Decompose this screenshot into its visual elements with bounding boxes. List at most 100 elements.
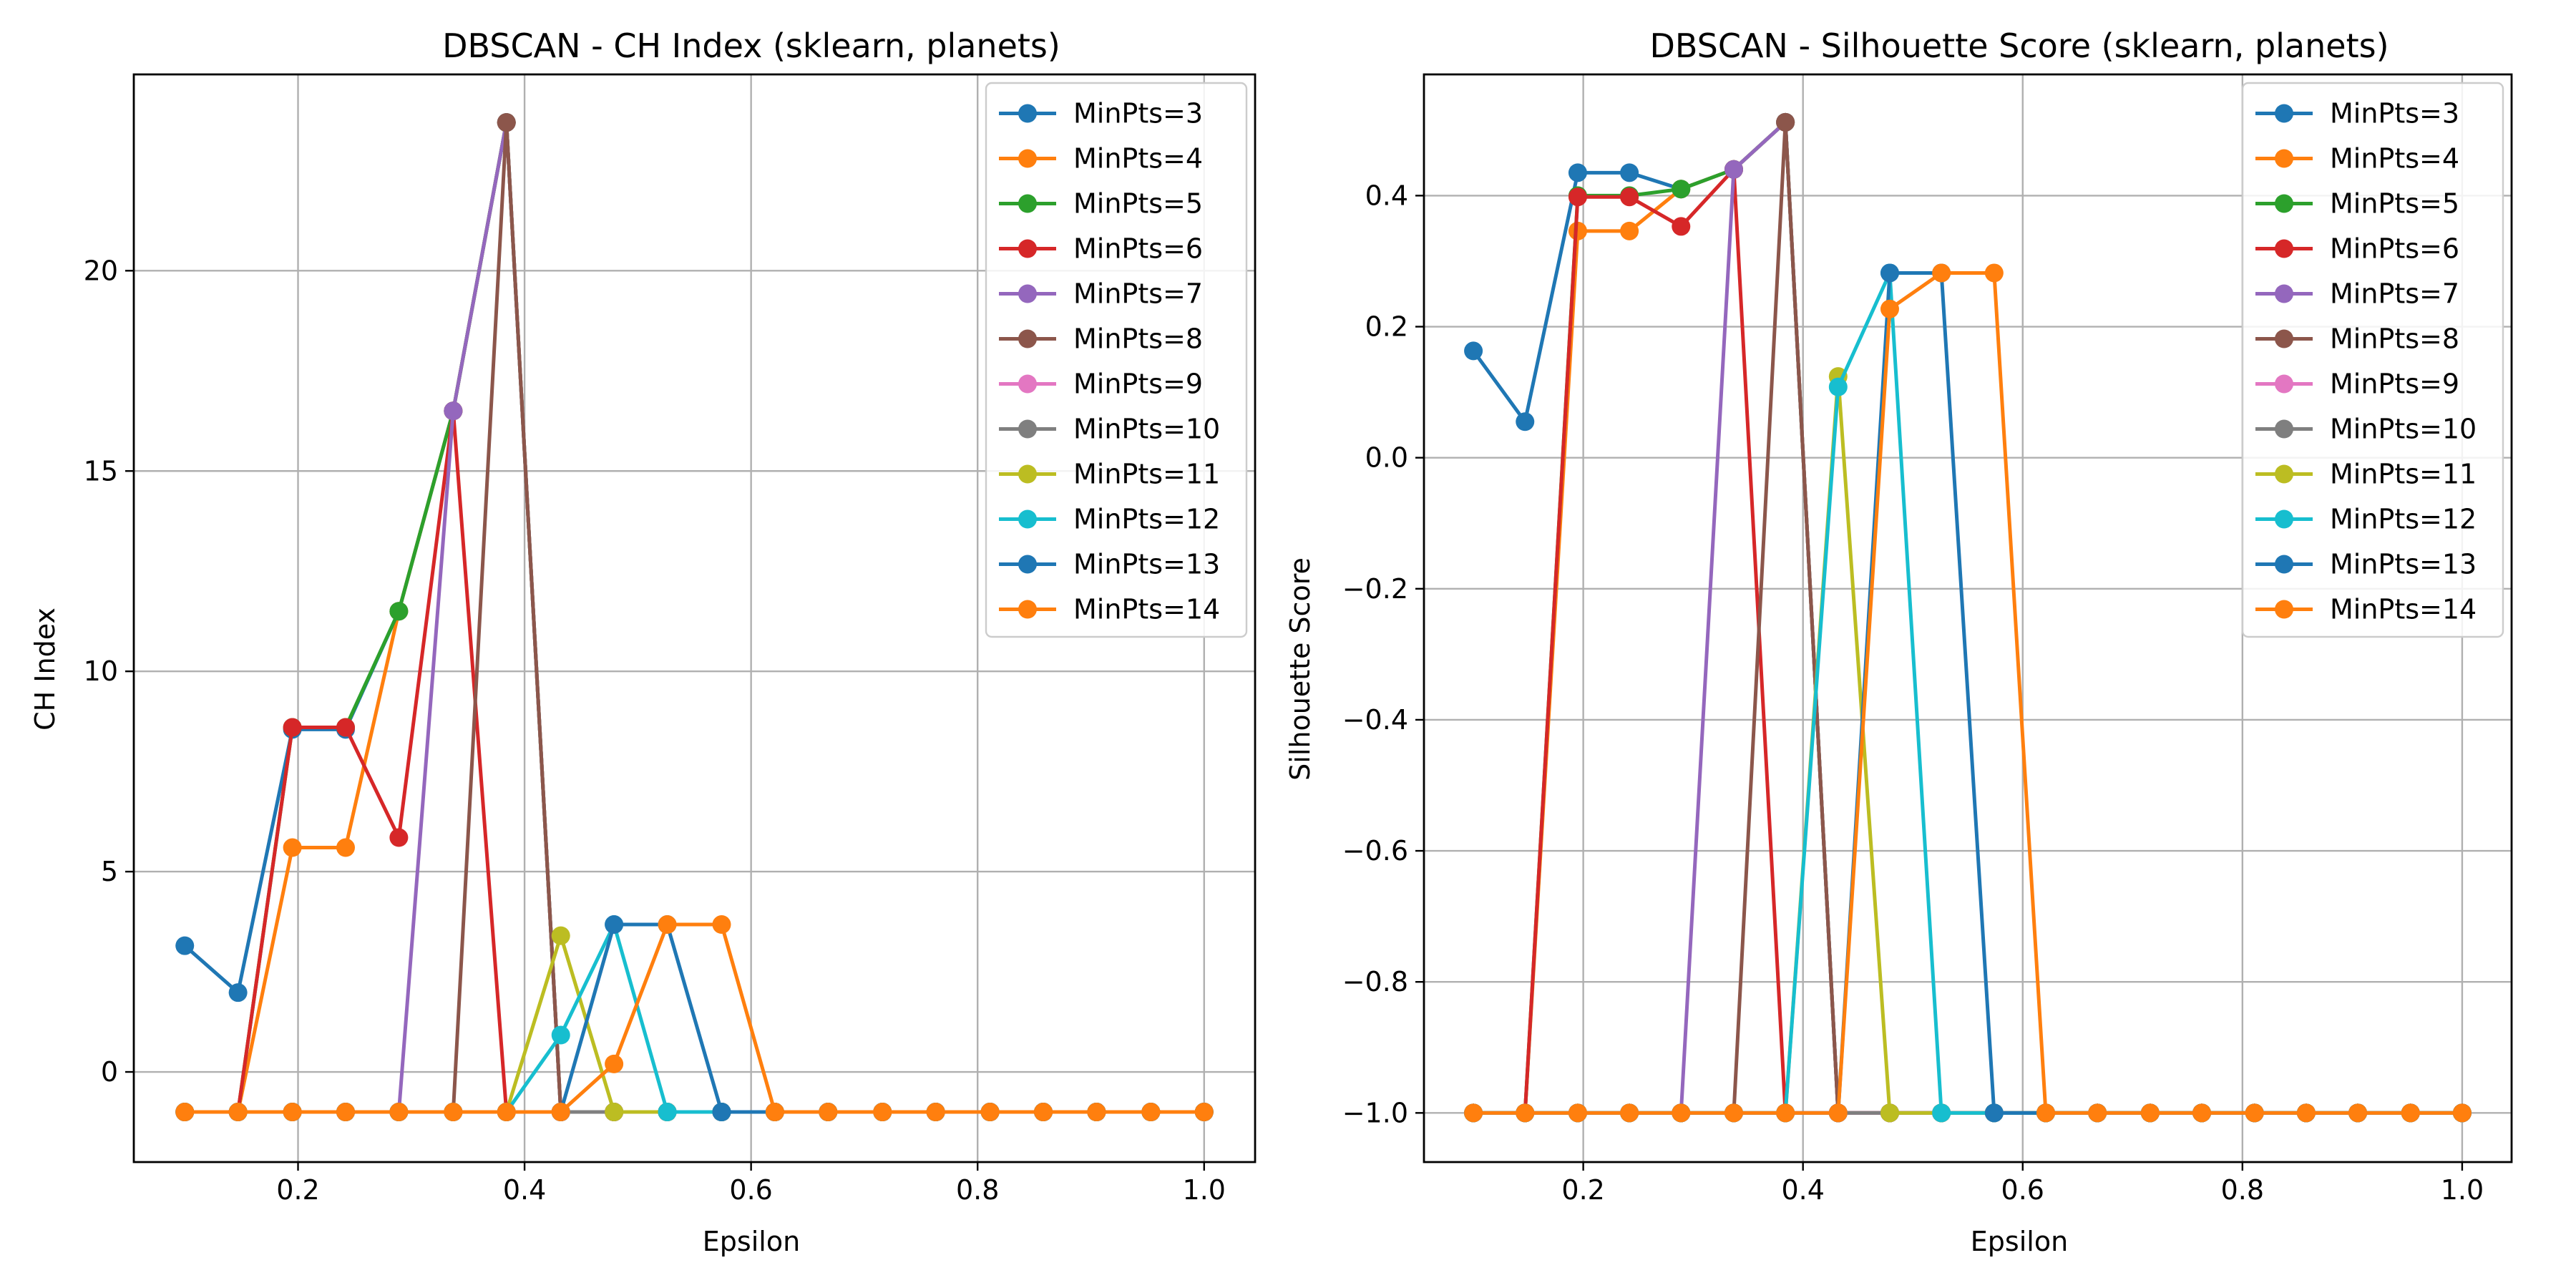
legend-marker <box>1018 509 1037 529</box>
y-tick-label: 20 <box>84 255 118 286</box>
legend-marker <box>1018 374 1037 394</box>
legend-label: MinPts=9 <box>2330 369 2459 400</box>
legend-marker <box>1018 194 1037 213</box>
x-tick-label: 0.2 <box>276 1174 319 1206</box>
data-point <box>1776 112 1795 132</box>
data-point <box>1568 187 1587 207</box>
data-point <box>228 983 248 1002</box>
x-tick-label: 1.0 <box>1183 1174 1226 1206</box>
data-point <box>765 1103 784 1122</box>
ticks: 0.2 0.4 0.6 0.8 1.0 −1.0 −0.8 −0.6 −0.4 −0.2 0.0 0.… <box>1342 180 2484 1206</box>
data-point <box>658 1103 677 1122</box>
data-point <box>2036 1103 2056 1123</box>
y-tick-label: 15 <box>84 455 118 487</box>
legend-box <box>985 82 1248 638</box>
legend-item: MinPts=13 <box>2255 549 2477 580</box>
data-point <box>175 1103 195 1122</box>
x-tick-label: 0.2 <box>1561 1174 1604 1206</box>
series-group <box>175 113 1214 1122</box>
data-point <box>551 1025 570 1045</box>
data-point <box>1880 299 1899 318</box>
x-axis-label: Epsilon <box>1971 1226 2068 1257</box>
legend-item: MinPts=6 <box>2255 233 2459 265</box>
legend-item: MinPts=12 <box>999 504 1220 535</box>
legend-marker <box>1018 104 1037 123</box>
axes-frame <box>1423 73 2513 1163</box>
legend-item: MinPts=10 <box>2255 414 2477 445</box>
legend-marker <box>2275 555 2293 574</box>
data-point <box>1194 1103 1214 1122</box>
y-tick-label: 0.2 <box>1365 311 1408 343</box>
data-point <box>712 915 731 935</box>
legend-item: MinPts=8 <box>2255 323 2459 355</box>
chart-title: DBSCAN - CH Index (sklearn, planets) <box>442 26 1060 65</box>
legend-item: MinPts=8 <box>999 323 1203 355</box>
legend-item: MinPts=4 <box>999 143 1203 175</box>
legend-item: MinPts=14 <box>2255 594 2477 625</box>
legend-item: MinPts=7 <box>2255 278 2459 310</box>
legend-marker <box>2275 149 2293 168</box>
legend: MinPts=3 MinPts=4 MinPts=5 MinPts=6 MinPts=7… <box>985 82 1248 638</box>
data-point <box>1516 412 1535 431</box>
data-point <box>1932 1103 1951 1123</box>
data-point <box>2140 1103 2160 1123</box>
legend-label: MinPts=14 <box>1073 594 1220 625</box>
legend-item: MinPts=4 <box>2255 143 2459 175</box>
legend-box <box>2241 82 2504 638</box>
legend-label: MinPts=10 <box>1073 414 1220 445</box>
data-point <box>1724 160 1743 179</box>
x-tick-label: 0.4 <box>503 1174 546 1206</box>
legend-item: MinPts=9 <box>999 369 1203 400</box>
data-point <box>980 1103 1000 1122</box>
y-tick-label: 0.4 <box>1365 180 1408 211</box>
legend-marker <box>2275 600 2293 619</box>
legend-marker <box>2275 329 2293 348</box>
legend-label: MinPts=3 <box>2330 98 2459 130</box>
data-point <box>2088 1103 2107 1123</box>
data-point <box>1776 1103 1795 1123</box>
data-point <box>2401 1103 2420 1123</box>
data-point <box>1516 1103 1535 1123</box>
legend-label: MinPts=5 <box>2330 188 2459 220</box>
legend-marker <box>1018 419 1037 439</box>
data-point <box>1568 221 1587 240</box>
data-point <box>2245 1103 2264 1123</box>
legend-label: MinPts=3 <box>1073 98 1203 130</box>
legend-label: MinPts=11 <box>2330 459 2477 490</box>
data-point <box>283 718 302 737</box>
x-tick-label: 0.4 <box>1781 1174 1824 1206</box>
data-point <box>1034 1103 1053 1122</box>
legend-item: MinPts=7 <box>999 278 1203 310</box>
data-point <box>1464 341 1483 361</box>
data-point <box>336 718 355 737</box>
legend-item: MinPts=14 <box>999 594 1220 625</box>
data-point <box>1087 1103 1106 1122</box>
y-axis-label: Silhouette Score <box>1284 557 1316 781</box>
ticks: 0.2 0.4 0.6 0.8 1.0 0 5 10 15 20 <box>84 255 1226 1206</box>
legend: MinPts=3 MinPts=4 MinPts=5 MinPts=6 MinPts=7… <box>2241 82 2504 638</box>
legend-item: MinPts=11 <box>999 459 1220 490</box>
legend-item: MinPts=3 <box>999 98 1203 130</box>
data-point <box>175 936 195 955</box>
data-point <box>1672 180 1691 199</box>
data-point <box>336 1103 355 1122</box>
data-point <box>1672 1103 1691 1123</box>
legend-label: MinPts=8 <box>2330 323 2459 355</box>
data-point <box>551 926 570 945</box>
legend-marker <box>2275 284 2293 303</box>
data-point <box>1620 1103 1639 1123</box>
data-point <box>1828 1103 1848 1123</box>
x-tick-label: 0.6 <box>729 1174 772 1206</box>
data-point <box>819 1103 838 1122</box>
legend-label: MinPts=10 <box>2330 414 2477 445</box>
y-tick-label: −0.6 <box>1342 835 1408 867</box>
data-point <box>444 1103 463 1122</box>
legend-marker <box>2275 104 2293 123</box>
legend-item: MinPts=5 <box>999 188 1203 220</box>
legend-item: MinPts=6 <box>999 233 1203 265</box>
legend-label: MinPts=7 <box>2330 278 2459 310</box>
legend-item: MinPts=10 <box>999 414 1220 445</box>
legend-label: MinPts=8 <box>1073 323 1203 355</box>
data-point <box>658 915 677 935</box>
y-tick-label: −1.0 <box>1342 1097 1408 1128</box>
